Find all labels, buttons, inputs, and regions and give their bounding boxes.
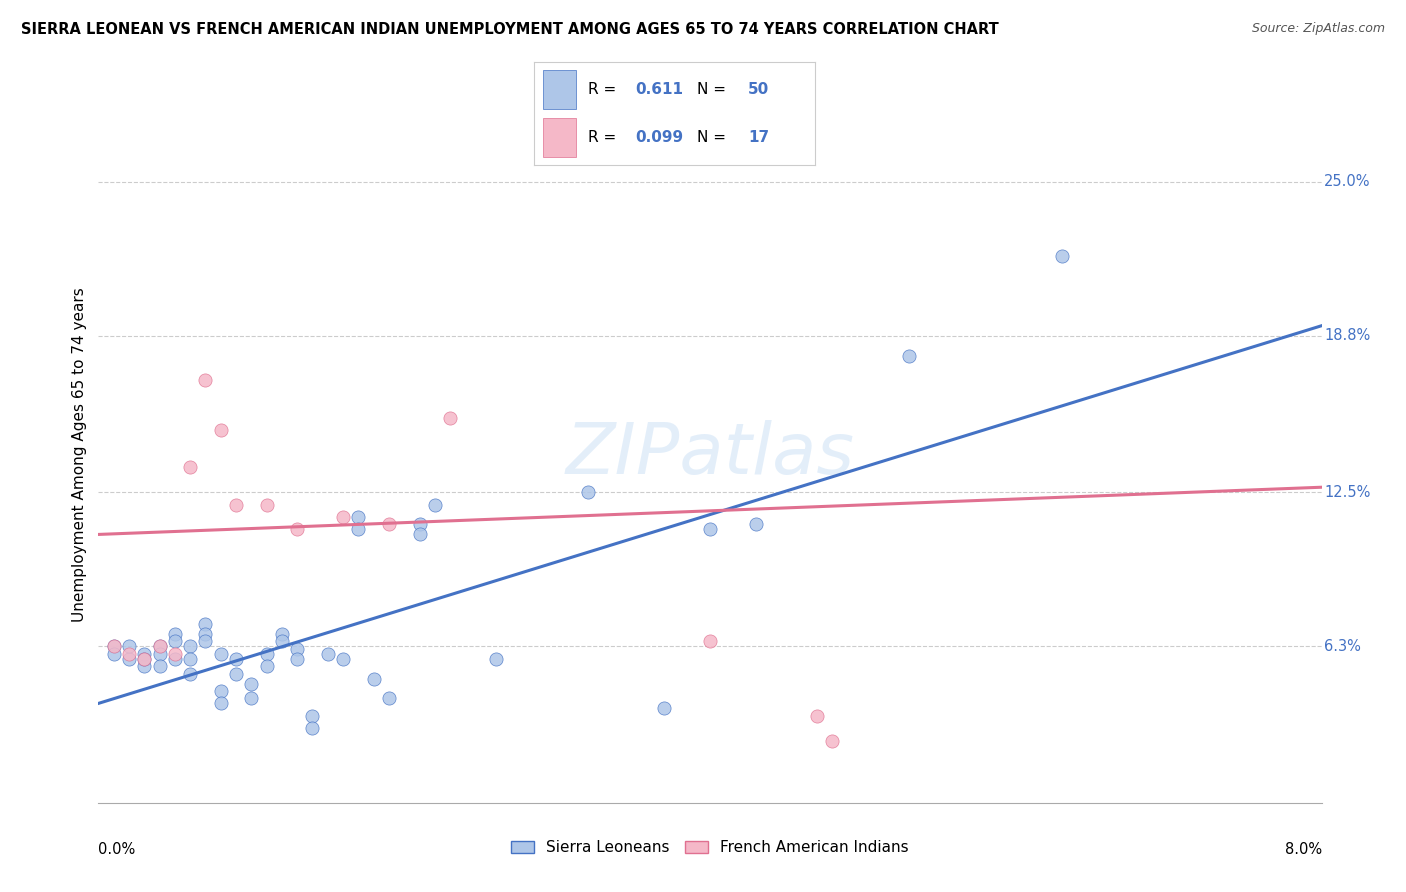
Point	[179, 666, 201, 681]
Text: 0.611: 0.611	[636, 81, 683, 96]
Point	[485, 651, 508, 665]
Point	[149, 639, 172, 653]
Point	[149, 659, 172, 673]
Point	[103, 639, 125, 653]
Point	[285, 523, 308, 537]
Text: 12.5%: 12.5%	[1324, 484, 1371, 500]
Point	[316, 647, 339, 661]
Text: N =: N =	[697, 81, 727, 96]
Point	[347, 510, 370, 524]
Point	[699, 634, 721, 648]
Point	[179, 651, 201, 665]
Point	[699, 523, 721, 537]
Point	[652, 701, 675, 715]
Point	[225, 651, 247, 665]
Point	[301, 708, 323, 723]
Point	[194, 373, 217, 387]
Text: R =: R =	[588, 130, 616, 145]
Point	[745, 517, 768, 532]
Text: R =: R =	[588, 81, 616, 96]
Text: 0.099: 0.099	[636, 130, 683, 145]
Point	[194, 627, 217, 641]
Text: Source: ZipAtlas.com: Source: ZipAtlas.com	[1251, 22, 1385, 36]
Point	[194, 616, 217, 631]
Point	[118, 639, 141, 653]
Point	[163, 634, 186, 648]
Point	[285, 651, 308, 665]
Text: 18.8%: 18.8%	[1324, 328, 1371, 343]
Text: ZIPatlas: ZIPatlas	[565, 420, 855, 490]
Point	[378, 517, 401, 532]
Point	[256, 647, 278, 661]
Text: 17: 17	[748, 130, 769, 145]
Point	[118, 647, 141, 661]
Point	[134, 659, 156, 673]
Point	[897, 349, 920, 363]
Point	[256, 659, 278, 673]
Text: 8.0%: 8.0%	[1285, 842, 1322, 856]
Point	[270, 634, 294, 648]
Y-axis label: Unemployment Among Ages 65 to 74 years: Unemployment Among Ages 65 to 74 years	[72, 287, 87, 623]
Point	[301, 721, 323, 735]
Point	[332, 510, 354, 524]
Point	[103, 647, 125, 661]
Point	[179, 460, 201, 475]
Point	[103, 639, 125, 653]
Text: SIERRA LEONEAN VS FRENCH AMERICAN INDIAN UNEMPLOYMENT AMONG AGES 65 TO 74 YEARS : SIERRA LEONEAN VS FRENCH AMERICAN INDIAN…	[21, 22, 998, 37]
Point	[423, 498, 446, 512]
Point	[179, 639, 201, 653]
Point	[225, 666, 247, 681]
Point	[363, 672, 385, 686]
Point	[806, 708, 828, 723]
Point	[194, 634, 217, 648]
Point	[408, 527, 430, 541]
Point	[163, 651, 186, 665]
Text: N =: N =	[697, 130, 727, 145]
Point	[163, 627, 186, 641]
FancyBboxPatch shape	[543, 70, 576, 109]
Point	[134, 651, 156, 665]
Text: 0.0%: 0.0%	[98, 842, 135, 856]
Point	[256, 498, 278, 512]
Point	[240, 676, 263, 690]
Point	[270, 627, 294, 641]
Point	[408, 517, 430, 532]
Point	[209, 647, 232, 661]
Point	[439, 410, 461, 425]
Text: 25.0%: 25.0%	[1324, 174, 1371, 189]
Point	[209, 697, 232, 711]
Point	[821, 733, 844, 747]
Legend: Sierra Leoneans, French American Indians: Sierra Leoneans, French American Indians	[505, 834, 915, 862]
Text: 6.3%: 6.3%	[1324, 639, 1361, 654]
Point	[240, 691, 263, 706]
Text: 50: 50	[748, 81, 769, 96]
Point	[149, 639, 172, 653]
Point	[285, 641, 308, 656]
Point	[209, 684, 232, 698]
Point	[118, 651, 141, 665]
Point	[225, 498, 247, 512]
Point	[332, 651, 354, 665]
FancyBboxPatch shape	[543, 118, 576, 157]
Point	[134, 647, 156, 661]
Point	[347, 523, 370, 537]
Point	[1050, 249, 1073, 263]
Point	[576, 485, 599, 500]
Point	[378, 691, 401, 706]
Point	[163, 647, 186, 661]
Point	[209, 423, 232, 437]
Point	[134, 651, 156, 665]
Point	[149, 647, 172, 661]
